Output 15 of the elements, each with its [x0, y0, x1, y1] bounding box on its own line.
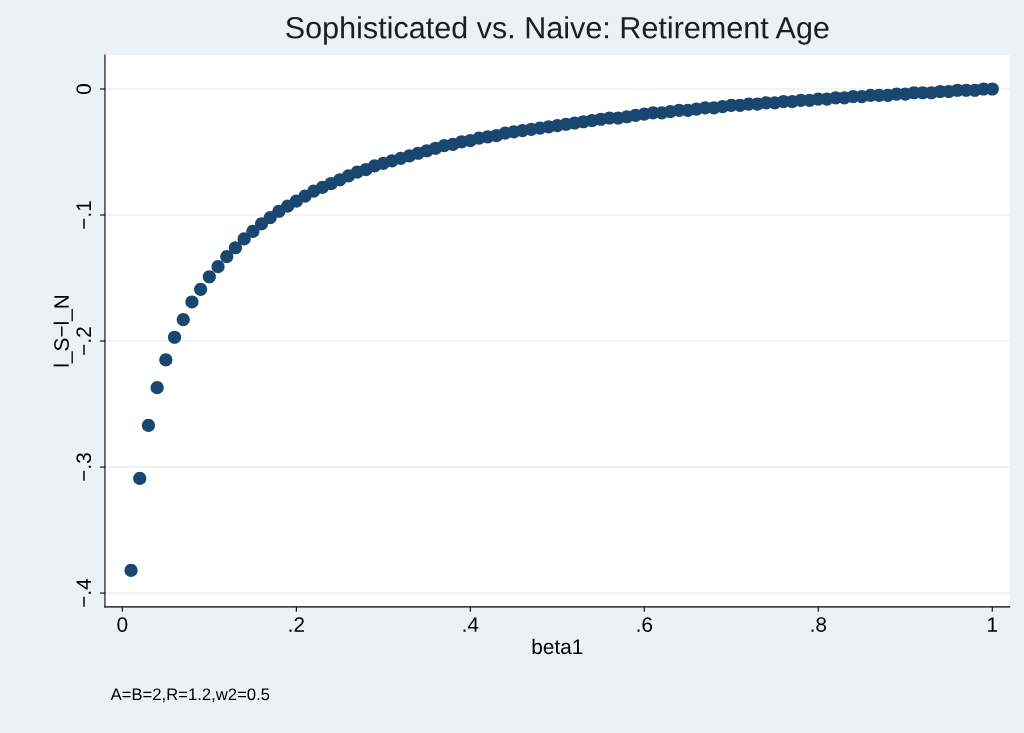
y-tick-label: 0	[76, 84, 92, 94]
text: A=B=2,R=1.2,w2=0.5	[110, 688, 270, 703]
x-tick-label: .8	[811, 617, 827, 632]
y-tick-label: −.3	[76, 453, 92, 481]
y-tick-label: −.1	[76, 201, 91, 229]
x-tick-label: 0	[117, 617, 128, 632]
y-axis-title: l_S−l_N	[53, 295, 73, 367]
x-tick-label: .6	[637, 617, 653, 632]
x-tick-label: .2	[289, 617, 304, 632]
x-tick-label: .4	[463, 617, 479, 632]
y-tick-label: −.2	[76, 327, 91, 355]
chart-title: Sophisticated vs. Naive: Retirement Age	[286, 16, 829, 45]
x-axis-title: beta1	[532, 638, 583, 655]
y-tick-label: −.4	[76, 578, 91, 607]
x-tick-label: 1	[988, 617, 998, 632]
